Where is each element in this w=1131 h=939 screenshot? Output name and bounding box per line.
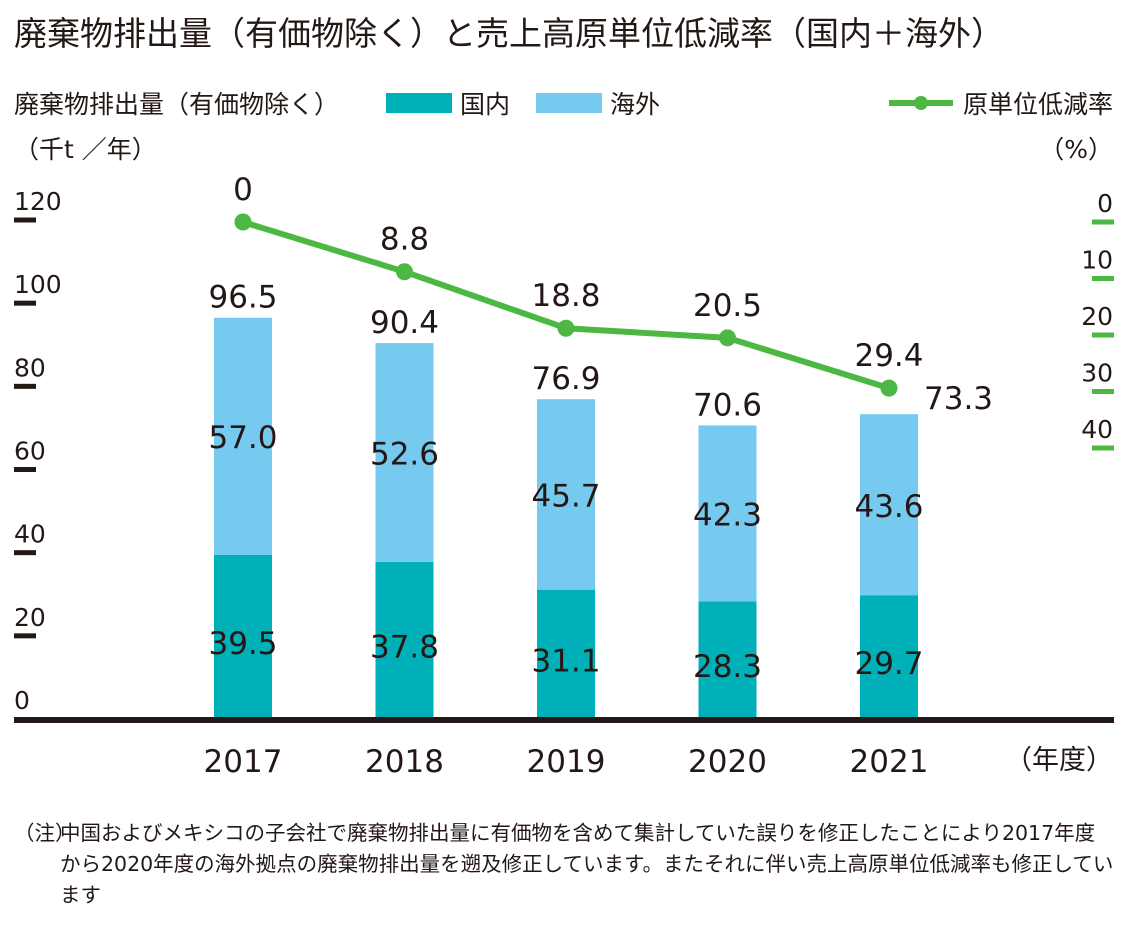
x-tick-label: 2021 <box>850 744 929 780</box>
y2-tick-label: 0 <box>1097 189 1113 218</box>
footnote-tag: （注） <box>14 821 76 845</box>
rate-point <box>557 319 575 337</box>
right-axis-unit: （%） <box>1039 135 1113 164</box>
rate-point <box>396 263 413 281</box>
y-tick-label: 20 <box>14 603 46 632</box>
y-tick-label: 100 <box>14 270 62 299</box>
chart-title: 廃棄物排出量（有価物除く）と売上高原単位低減率（国内＋海外） <box>14 14 1004 53</box>
y-tick-mark <box>14 217 36 223</box>
y2-tick-mark <box>1092 445 1114 451</box>
x-tick-label: 2018 <box>365 744 444 780</box>
bar-domestic <box>698 601 757 719</box>
y-tick-label: 80 <box>14 353 46 382</box>
legend-item-overseas: 海外 <box>536 85 660 121</box>
y2-tick-label: 10 <box>1081 246 1113 275</box>
y-tick-mark <box>14 383 36 389</box>
footnote-text: 中国およびメキシコの子会社で廃棄物排出量に有価物を含めて集計していた誤りを修正し… <box>60 821 1114 907</box>
x-tick-label: 2019 <box>527 744 606 780</box>
rate-label: 29.4 <box>854 338 923 374</box>
rate-point <box>234 213 252 231</box>
x-tick-label: 2017 <box>204 744 283 780</box>
bar-domestic <box>860 595 918 719</box>
legend: 廃棄物排出量（有価物除く） 国内 海外 原単位低減率 <box>14 85 1113 119</box>
legend-line-marker-icon <box>888 96 953 110</box>
label-total: 76.9 <box>531 361 600 397</box>
rate-label: 8.8 <box>380 222 429 258</box>
label-overseas: 45.7 <box>531 478 600 514</box>
bar-overseas <box>214 317 272 555</box>
y-tick-mark <box>14 467 36 472</box>
bar-domestic <box>214 554 272 719</box>
rate-label: 0 <box>233 172 253 208</box>
bar-overseas <box>698 425 757 602</box>
y-tick-mark <box>14 550 36 556</box>
bar-overseas <box>860 414 918 596</box>
rate-point <box>719 329 736 347</box>
y2-tick-label: 20 <box>1081 302 1113 331</box>
label-overseas: 52.6 <box>370 436 439 472</box>
label-total: 96.5 <box>208 280 277 316</box>
label-domestic: 31.1 <box>531 643 600 679</box>
legend-swatch-overseas <box>536 93 602 113</box>
label-domestic: 28.3 <box>693 649 762 685</box>
legend-item-rate: 原単位低減率 <box>887 85 1113 121</box>
legend-swatch-domestic <box>386 93 452 113</box>
y2-tick-label: 30 <box>1081 359 1113 388</box>
y2-tick-mark <box>1092 332 1114 338</box>
legend-label-rate: 原単位低減率 <box>962 90 1113 119</box>
left-axis-unit: （千t ／年） <box>14 135 157 164</box>
x-axis-unit: （年度） <box>1005 745 1113 776</box>
y-tick-label: 40 <box>14 520 46 549</box>
rate-point <box>880 379 898 397</box>
legend-axis-label: 廃棄物排出量（有価物除く） <box>14 90 340 119</box>
legend-label-domestic: 国内 <box>460 90 511 119</box>
footnote: （注） 中国およびメキシコの子会社で廃棄物排出量に有価物を含めて集計していた誤り… <box>14 818 1114 911</box>
bar-overseas <box>375 343 434 562</box>
y2-tick-mark <box>1092 276 1114 281</box>
label-overseas: 42.3 <box>693 497 762 533</box>
y-tick-label: 120 <box>14 187 62 216</box>
legend-item-domestic: 国内 <box>386 85 510 121</box>
bar-domestic <box>537 589 595 719</box>
y-tick-mark <box>14 300 36 306</box>
y2-tick-label: 40 <box>1081 415 1113 444</box>
bar-overseas <box>537 399 595 590</box>
label-overseas: 43.6 <box>854 489 923 525</box>
label-domestic: 29.7 <box>854 646 923 682</box>
legend-label-overseas: 海外 <box>610 90 661 119</box>
y-tick-label: 0 <box>14 686 30 715</box>
label-total: 90.4 <box>370 305 439 341</box>
label-total: 70.6 <box>693 387 762 423</box>
y-tick-mark <box>14 633 36 639</box>
x-tick-label: 2020 <box>688 744 767 780</box>
x-axis-line <box>14 717 1114 723</box>
chart-plot: 0 20 40 60 80 100 120 0 10 20 30 40 39.5 57.0 96.5 2017… <box>14 172 1114 780</box>
label-domestic: 39.5 <box>208 626 277 662</box>
y2-tick-mark <box>1092 219 1114 225</box>
label-domestic: 37.8 <box>370 629 439 665</box>
rate-label: 18.8 <box>531 278 600 314</box>
y-tick-label: 60 <box>14 437 46 466</box>
rate-label: 20.5 <box>693 288 762 324</box>
y2-tick-mark <box>1092 389 1114 394</box>
label-total: 73.3 <box>924 381 993 417</box>
bar-domestic <box>375 561 434 719</box>
label-overseas: 57.0 <box>208 420 277 456</box>
